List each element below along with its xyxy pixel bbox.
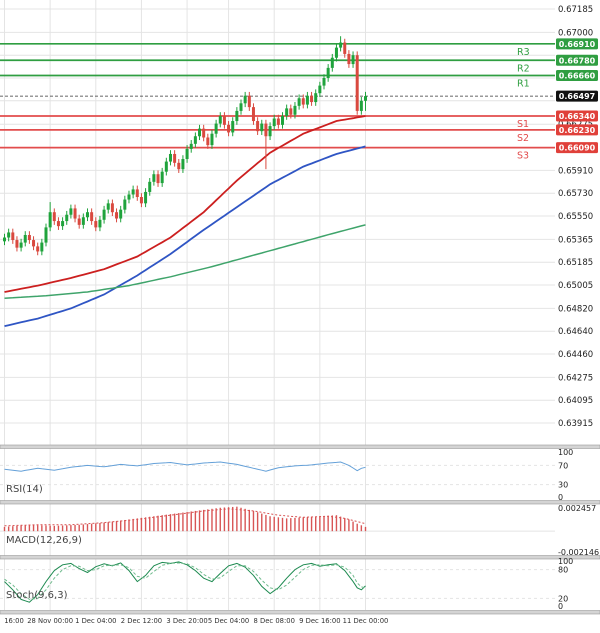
svg-text:0.66497: 0.66497 <box>559 92 595 101</box>
svg-text:0.66230: 0.66230 <box>559 126 596 135</box>
time-axis: 16:00 28 Nov 00:00 1 Dec 04:00 2 Dec 12:00 3… <box>4 617 388 625</box>
svg-text:30: 30 <box>558 481 568 490</box>
svg-text:-0.002146: -0.002146 <box>558 548 599 557</box>
svg-text:0: 0 <box>558 602 563 611</box>
svg-text:28 Nov 00:00: 28 Nov 00:00 <box>27 617 73 625</box>
pivot-lines <box>0 42 555 149</box>
svg-text:100: 100 <box>558 557 573 566</box>
panel-separators <box>0 444 600 615</box>
svg-text:11 Dec 00:00: 11 Dec 00:00 <box>343 617 389 625</box>
grid <box>0 0 555 610</box>
svg-text:8 Dec 08:00: 8 Dec 08:00 <box>254 617 295 625</box>
svg-text:S3: S3 <box>517 151 529 162</box>
svg-text:70: 70 <box>558 461 568 470</box>
price-badge-r3: 0.66910 <box>556 38 598 50</box>
svg-text:0.65365: 0.65365 <box>558 235 593 245</box>
current-price-badge: 0.66497 <box>556 90 598 102</box>
svg-text:0.65550: 0.65550 <box>558 212 593 222</box>
svg-text:0.65185: 0.65185 <box>558 258 593 268</box>
svg-text:0.63915: 0.63915 <box>558 419 593 429</box>
svg-text:0.65730: 0.65730 <box>558 189 593 199</box>
svg-text:20: 20 <box>558 594 568 603</box>
svg-text:0.002457: 0.002457 <box>558 504 596 513</box>
rsi-series <box>4 461 366 472</box>
svg-text:0.67000: 0.67000 <box>558 28 593 38</box>
svg-text:0.64820: 0.64820 <box>558 304 593 314</box>
svg-text:1 Dec 04:00: 1 Dec 04:00 <box>75 617 116 625</box>
svg-text:80: 80 <box>558 566 568 575</box>
svg-text:0.66660: 0.66660 <box>559 71 596 80</box>
svg-text:0.64460: 0.64460 <box>558 350 593 360</box>
svg-text:0: 0 <box>558 493 563 502</box>
price-badge-s3: 0.66090 <box>556 142 598 154</box>
svg-text:R1: R1 <box>517 78 530 89</box>
svg-text:2 Dec 12:00: 2 Dec 12:00 <box>121 617 162 625</box>
price-badge-s2: 0.66230 <box>556 124 598 136</box>
stoch-series <box>4 561 366 603</box>
svg-text:9 Dec 16:00: 9 Dec 16:00 <box>299 617 340 625</box>
svg-text:5 Dec 04:00: 5 Dec 04:00 <box>208 617 249 625</box>
svg-text:0.66910: 0.66910 <box>559 40 596 49</box>
pivot-labels: R3 R2 R1 S1 S2 S3 <box>517 47 530 162</box>
svg-text:0.66090: 0.66090 <box>559 144 596 153</box>
svg-text:100: 100 <box>558 448 573 457</box>
price-badge-r1: 0.66660 <box>556 69 598 81</box>
price-badges: 0.66910 0.66780 0.66660 0.66340 0.66230 0.660… <box>556 38 598 154</box>
svg-text:16:00: 16:00 <box>4 617 24 625</box>
price-badge-s1: 0.66340 <box>556 110 598 122</box>
svg-text:0.65910: 0.65910 <box>558 166 593 176</box>
svg-text:0.64095: 0.64095 <box>558 396 593 406</box>
svg-text:0.66340: 0.66340 <box>559 112 596 121</box>
macd-series <box>3 506 367 532</box>
svg-text:S1: S1 <box>517 119 529 130</box>
svg-text:0.65005: 0.65005 <box>558 281 593 291</box>
candles <box>3 36 367 256</box>
svg-text:0.64275: 0.64275 <box>558 373 593 383</box>
svg-text:3 Dec 20:00: 3 Dec 20:00 <box>166 617 207 625</box>
svg-text:0.64640: 0.64640 <box>558 327 593 337</box>
moving-averages <box>4 115 366 327</box>
svg-text:R2: R2 <box>517 63 530 74</box>
svg-text:R3: R3 <box>517 47 530 58</box>
svg-text:0.67185: 0.67185 <box>558 5 593 15</box>
svg-text:S2: S2 <box>517 133 529 144</box>
svg-text:0.66780: 0.66780 <box>559 56 596 65</box>
price-badge-r2: 0.66780 <box>556 54 598 66</box>
